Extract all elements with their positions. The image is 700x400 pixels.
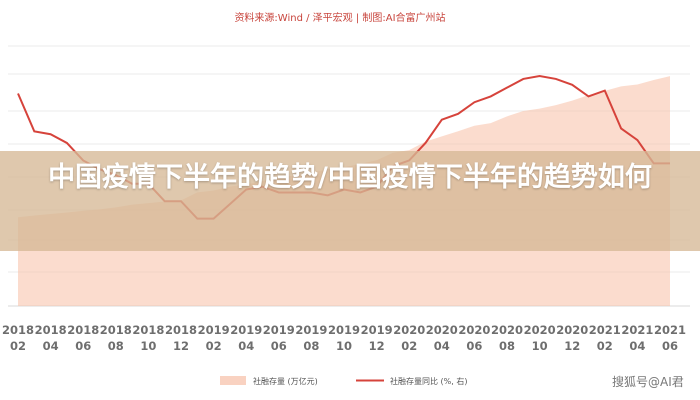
- x-tick-label: 2020 10: [524, 323, 556, 353]
- x-tick-label: 2021 04: [621, 323, 653, 353]
- x-tick-label: 2019 02: [198, 323, 230, 353]
- banner-title: 中国疫情下半年的趋势/中国疫情下半年的趋势如何: [48, 162, 652, 193]
- x-tick-label: 2018 10: [132, 323, 164, 353]
- x-tick-label: 2018 04: [35, 323, 67, 353]
- x-tick-label: 2018 02: [2, 323, 34, 353]
- x-tick-label: 2020 04: [426, 323, 458, 353]
- x-tick-label: 2019 10: [328, 323, 360, 353]
- legend-label-area: 社融存量 (万亿元): [253, 376, 318, 386]
- x-tick-label: 2020 02: [393, 323, 425, 353]
- source-text: 资料来源:Wind / 泽平宏观 | 制图:AI合富广州站: [234, 11, 445, 24]
- x-tick-label: 2020 06: [458, 323, 490, 353]
- x-tick-label: 2020 12: [556, 323, 588, 353]
- x-tick-label: 2021 06: [654, 323, 686, 353]
- watermark: 搜狐号@AI君: [612, 374, 684, 389]
- x-tick-label: 2018 12: [165, 323, 197, 353]
- x-tick-label: 2019 06: [263, 323, 295, 353]
- legend-swatch-area: [220, 376, 246, 385]
- x-tick-label: 2019 12: [361, 323, 393, 353]
- x-tick-label: 2019 08: [295, 323, 327, 353]
- x-tick-label: 2020 08: [491, 323, 523, 353]
- x-tick-label: 2019 04: [230, 323, 262, 353]
- legend-label-line: 社融存量同比 (%, 右): [390, 376, 467, 386]
- x-tick-label: 2021 02: [589, 323, 621, 353]
- title-banner: 中国疫情下半年的趋势/中国疫情下半年的趋势如何: [0, 151, 700, 251]
- x-tick-label: 2018 06: [67, 323, 99, 353]
- legend: 社融存量 (万亿元) 社融存量同比 (%, 右): [220, 376, 467, 386]
- x-tick-label: 2018 08: [100, 323, 132, 353]
